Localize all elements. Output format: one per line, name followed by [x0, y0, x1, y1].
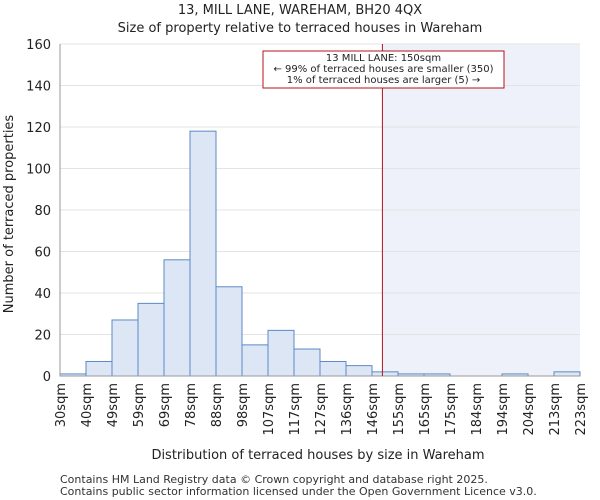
axis-layer: 0 20 40 60 80 100 120 140 160 30sqm 40sqm 49sqm 59sq… — [26, 38, 589, 436]
histogram-bar — [371, 371, 399, 377]
histogram-bar — [345, 365, 373, 377]
footer-line-2: Contains public sector information licen… — [60, 485, 537, 498]
x-tick-label: 213sqm — [548, 383, 563, 436]
x-tick-label: 117sqm — [288, 383, 303, 436]
y-tick-label: 100 — [26, 163, 51, 178]
histogram-bar — [241, 344, 269, 377]
x-tick-label: 88sqm — [210, 383, 225, 427]
y-tick-label: 120 — [26, 121, 51, 136]
histogram-bar — [163, 259, 191, 377]
y-tick-label: 40 — [34, 287, 51, 302]
bars-layer — [59, 130, 581, 377]
chart-title: 13, MILL LANE, WAREHAM, BH20 4QX — [178, 3, 422, 18]
x-tick-label: 98sqm — [236, 383, 251, 427]
x-tick-label: 175sqm — [444, 383, 459, 436]
x-tick-label: 49sqm — [106, 383, 121, 427]
x-tick-label: 155sqm — [392, 383, 407, 436]
annotation-line2: ← 99% of terraced houses are smaller (35… — [273, 64, 493, 75]
x-tick-label: 69sqm — [158, 383, 173, 427]
histogram-bar — [137, 302, 165, 377]
x-tick-label: 146sqm — [366, 383, 381, 436]
y-tick-label: 140 — [26, 80, 51, 95]
marker-layer: 13 MILL LANE: 150sqm← 99% of terraced ho… — [262, 44, 505, 376]
x-tick-label: 127sqm — [314, 383, 329, 436]
x-tick-label: 223sqm — [574, 383, 589, 436]
histogram-bar — [267, 329, 295, 377]
annotation-box — [262, 50, 505, 89]
x-tick-label: 59sqm — [132, 383, 147, 427]
chart-subtitle: Size of property relative to terraced ho… — [118, 21, 483, 36]
x-axis-label: Distribution of terraced houses by size … — [151, 448, 484, 463]
histogram-bar — [189, 130, 217, 377]
annotation-line1: 13 MILL LANE: 150sqm — [326, 53, 441, 64]
y-tick-label: 20 — [34, 329, 51, 344]
y-axis-label: Number of terraced properties — [2, 115, 17, 314]
x-tick-label: 107sqm — [262, 383, 277, 436]
histogram-bar — [319, 360, 347, 377]
histogram-bar — [293, 348, 321, 377]
y-tick-label: 80 — [34, 204, 51, 219]
x-tick-label: 194sqm — [496, 383, 511, 436]
x-tick-label: 165sqm — [418, 383, 433, 436]
x-tick-label: 30sqm — [54, 383, 69, 427]
histogram-bar — [553, 371, 581, 377]
histogram-bar — [85, 360, 113, 377]
x-tick-label: 78sqm — [184, 383, 199, 427]
x-tick-label: 204sqm — [522, 383, 537, 436]
footer-line-1: Contains HM Land Registry data © Crown c… — [60, 473, 488, 486]
histogram-bar — [215, 286, 243, 377]
histogram-bar — [111, 319, 139, 377]
y-tick-label: 160 — [26, 38, 51, 53]
x-tick-label: 184sqm — [470, 383, 485, 436]
annotation-line3: 1% of terraced houses are larger (5) → — [287, 75, 481, 86]
y-tick-label: 60 — [34, 246, 51, 261]
x-tick-label: 136sqm — [340, 383, 355, 436]
x-tick-label: 40sqm — [80, 383, 95, 427]
y-tick-label: 0 — [43, 370, 51, 385]
